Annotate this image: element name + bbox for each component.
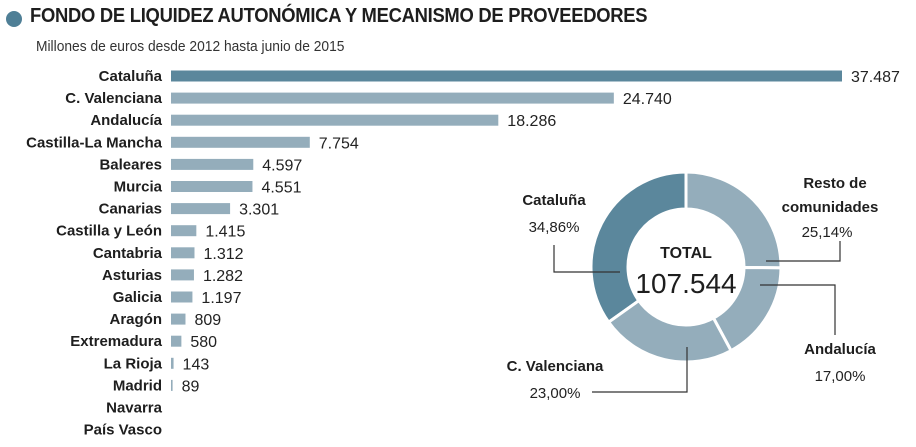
bar xyxy=(171,357,174,369)
category-label: Cataluña xyxy=(99,68,163,85)
category-label: Aragón xyxy=(110,311,163,328)
donut-slice xyxy=(589,170,688,325)
bar-chart: Cataluña 37.487 C. Valenciana 24.740 Andaluc… xyxy=(26,68,900,439)
value-label: 1.282 xyxy=(203,268,243,285)
bar xyxy=(171,379,173,391)
leader-line xyxy=(766,241,841,262)
value-label: 37.487 xyxy=(851,69,900,86)
category-label: Castilla-La Mancha xyxy=(26,134,163,151)
slice-label-catalunya: Cataluña xyxy=(522,192,586,209)
bar xyxy=(171,203,231,215)
category-label: Baleares xyxy=(99,156,162,173)
leader-line xyxy=(760,284,836,335)
value-label: 809 xyxy=(194,312,221,329)
value-label: 89 xyxy=(182,378,200,395)
bar xyxy=(171,247,195,259)
slice-pct-cvalenciana: 23,00% xyxy=(530,385,581,402)
value-label: 3.301 xyxy=(239,202,279,219)
bar xyxy=(171,136,310,148)
value-label: 580 xyxy=(190,334,217,351)
slice-pct-catalunya: 34,86% xyxy=(529,219,580,236)
category-label: País Vasco xyxy=(84,422,162,439)
bar xyxy=(171,291,193,303)
value-label: 24.740 xyxy=(623,91,672,108)
bar xyxy=(171,70,842,82)
slice-label-resto: comunidades xyxy=(782,199,879,216)
value-label: 4.551 xyxy=(261,180,301,197)
title-bullet-icon xyxy=(6,11,22,27)
category-label: Canarias xyxy=(99,201,162,218)
bar xyxy=(171,92,614,104)
value-label: 18.286 xyxy=(507,113,556,130)
bar xyxy=(171,335,182,347)
category-label: Andalucía xyxy=(90,112,162,129)
donut-slice xyxy=(606,298,734,364)
value-label: 143 xyxy=(183,356,210,373)
bar xyxy=(171,269,194,281)
leader-line xyxy=(592,347,688,393)
bar xyxy=(171,313,186,325)
bar xyxy=(171,158,254,170)
category-label: Asturias xyxy=(102,267,162,284)
category-label: Murcia xyxy=(114,179,163,196)
category-label: Galicia xyxy=(113,289,163,306)
category-label: Cantabria xyxy=(93,245,163,262)
chart-title: FONDO DE LIQUIDEZ AUTONÓMICA Y MECANISMO… xyxy=(30,5,648,27)
category-label: Navarra xyxy=(106,400,163,417)
category-label: La Rioja xyxy=(104,355,163,372)
value-label: 4.597 xyxy=(262,157,302,174)
slice-pct-andalucia: 17,00% xyxy=(815,368,866,385)
total-label: TOTAL xyxy=(660,245,712,262)
value-label: 1.415 xyxy=(205,224,245,241)
bar xyxy=(171,225,197,237)
leader-line xyxy=(553,245,620,273)
slice-label-cvalenciana: C. Valenciana xyxy=(507,358,604,375)
total-value: 107.544 xyxy=(635,268,736,299)
value-label: 7.754 xyxy=(319,135,359,152)
category-label: C. Valenciana xyxy=(65,90,162,107)
value-label: 1.197 xyxy=(201,290,241,307)
chart-subtitle: Millones de euros desde 2012 hasta junio… xyxy=(36,38,345,55)
slice-label-resto: Resto de xyxy=(803,175,866,192)
category-label: Extremadura xyxy=(70,333,162,350)
donut-chart: TOTAL 107.544 Cataluña 34,86% Resto de comuni… xyxy=(507,170,879,402)
slice-pct-resto: 25,14% xyxy=(802,224,853,241)
bar xyxy=(171,181,253,192)
category-label: Madrid xyxy=(113,377,162,394)
bar xyxy=(171,114,499,126)
slice-label-andalucia: Andalucía xyxy=(804,341,876,358)
category-label: Castilla y León xyxy=(56,223,162,240)
value-label: 1.312 xyxy=(203,246,243,263)
